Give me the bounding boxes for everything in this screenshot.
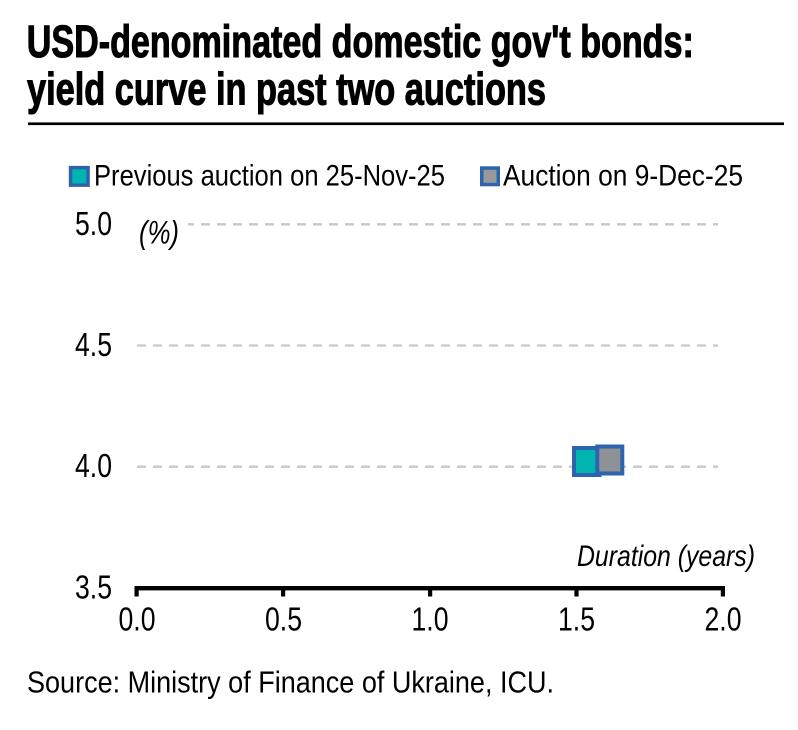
svg-text:USD-denominated domestic gov't: USD-denominated domestic gov't bonds: <box>27 16 694 67</box>
svg-text:0.5: 0.5 <box>265 602 302 639</box>
svg-text:Previous auction on 25-Nov-25: Previous auction on 25-Nov-25 <box>94 159 445 192</box>
svg-text:yield curve in past two auctio: yield curve in past two auctions <box>27 64 546 115</box>
svg-text:Auction on 9-Dec-25: Auction on 9-Dec-25 <box>503 159 743 192</box>
svg-text:(%): (%) <box>139 215 179 251</box>
svg-text:2.0: 2.0 <box>705 602 742 639</box>
svg-text:3.5: 3.5 <box>75 569 112 606</box>
svg-text:Duration (years): Duration (years) <box>577 540 755 573</box>
svg-text:5.0: 5.0 <box>75 206 112 243</box>
svg-text:0.0: 0.0 <box>119 602 156 639</box>
svg-text:4.0: 4.0 <box>75 448 112 485</box>
svg-text:4.5: 4.5 <box>75 327 112 364</box>
svg-text:1.0: 1.0 <box>412 602 449 639</box>
svg-text:Source: Ministry of Finance of: Source: Ministry of Finance of Ukraine, … <box>27 666 554 700</box>
svg-text:1.5: 1.5 <box>558 602 595 639</box>
